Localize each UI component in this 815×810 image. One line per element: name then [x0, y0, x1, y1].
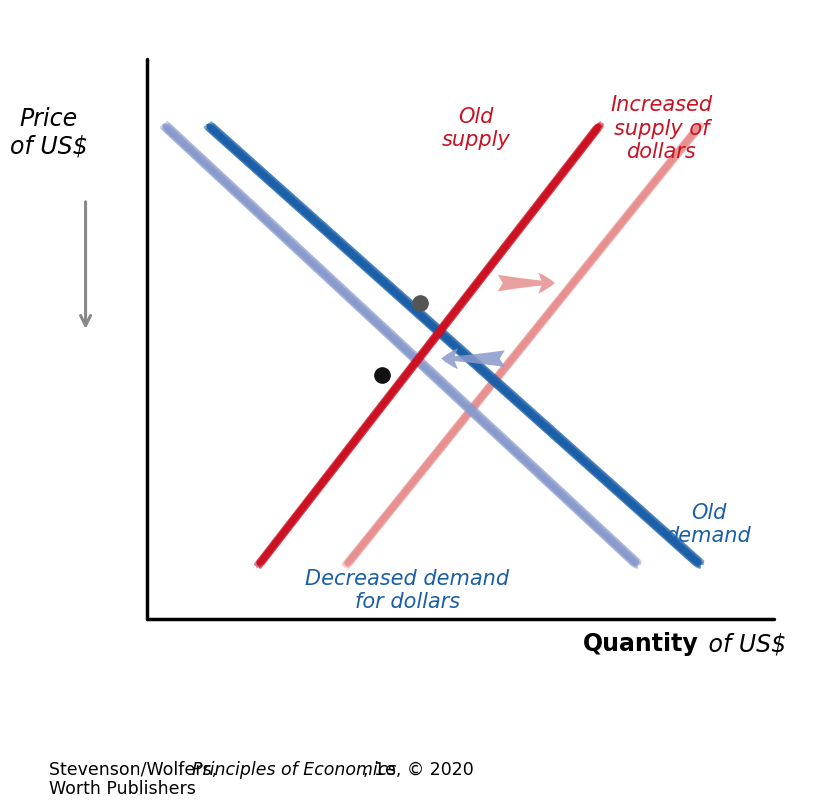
Text: , 1e, © 2020: , 1e, © 2020: [363, 761, 474, 779]
Text: Increased
supply of
dollars: Increased supply of dollars: [610, 96, 712, 162]
Text: Stevenson/Wolfers,: Stevenson/Wolfers,: [49, 761, 222, 779]
Text: Decreased demand
for dollars: Decreased demand for dollars: [305, 569, 509, 612]
Text: Old
demand: Old demand: [666, 503, 751, 546]
Text: Quantity: Quantity: [584, 633, 699, 656]
Text: Principles of Economics: Principles of Economics: [192, 761, 396, 779]
Text: of US$: of US$: [701, 633, 786, 656]
Text: Price
of US$: Price of US$: [10, 107, 88, 159]
Text: Old
supply: Old supply: [442, 107, 510, 150]
Text: Worth Publishers: Worth Publishers: [49, 780, 196, 798]
